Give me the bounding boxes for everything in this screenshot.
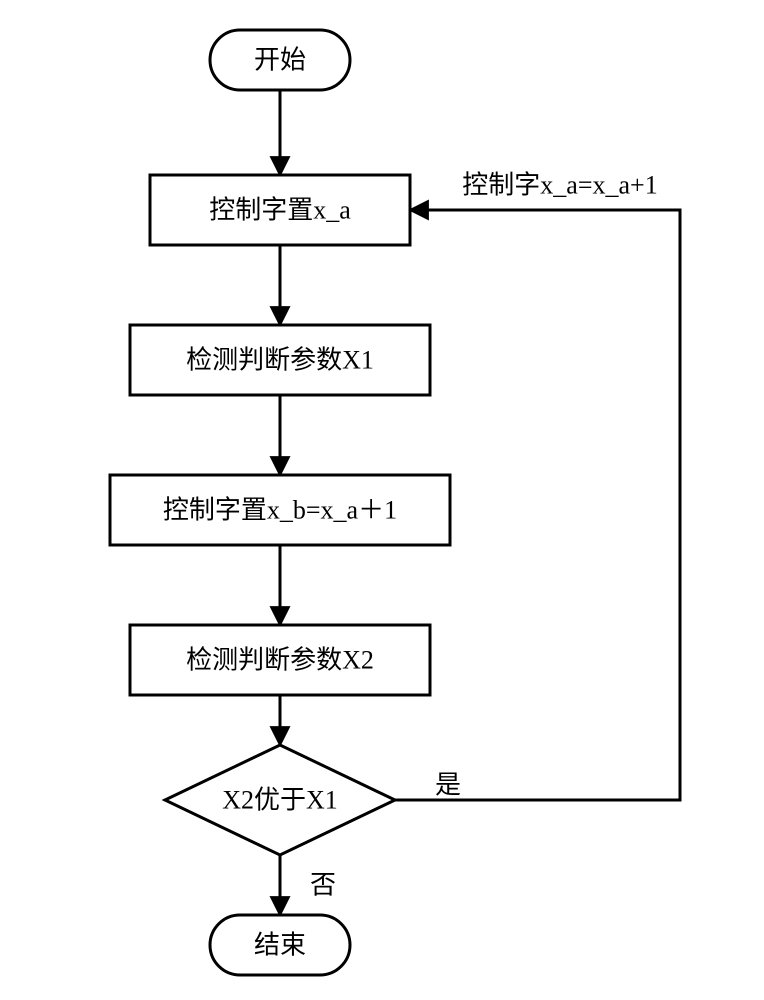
node-p4: 检测判断参数X2 bbox=[130, 625, 430, 695]
node-label: X2优于X1 bbox=[222, 786, 338, 815]
node-label: 结束 bbox=[254, 931, 306, 960]
node-label: 控制字置x_b=x_a＋1 bbox=[163, 496, 397, 525]
edge-label: 是 bbox=[435, 771, 461, 800]
node-label: 检测判断参数X2 bbox=[186, 646, 374, 675]
flowchart-diagram: 否 是 控制字x_a=x_a+1 开始控制字置x_a 检测判断参数X1 控制字置x_b=x… bbox=[0, 0, 764, 1000]
edge-label: 否 bbox=[310, 871, 336, 900]
edge: 否 bbox=[280, 855, 336, 915]
node-d1: X2优于X1 bbox=[165, 745, 395, 855]
node-start: 开始 bbox=[210, 30, 350, 90]
node-p3: 控制字置x_b=x_a＋1 bbox=[110, 475, 450, 545]
node-label: 检测判断参数X1 bbox=[186, 346, 374, 375]
node-p2: 检测判断参数X1 bbox=[130, 325, 430, 395]
edge-loop-label: 控制字x_a=x_a+1 bbox=[462, 171, 657, 200]
node-label: 开始 bbox=[254, 46, 306, 75]
node-end: 结束 bbox=[210, 915, 350, 975]
node-p1: 控制字置x_a bbox=[150, 175, 410, 245]
node-label: 控制字置x_a bbox=[209, 196, 351, 225]
